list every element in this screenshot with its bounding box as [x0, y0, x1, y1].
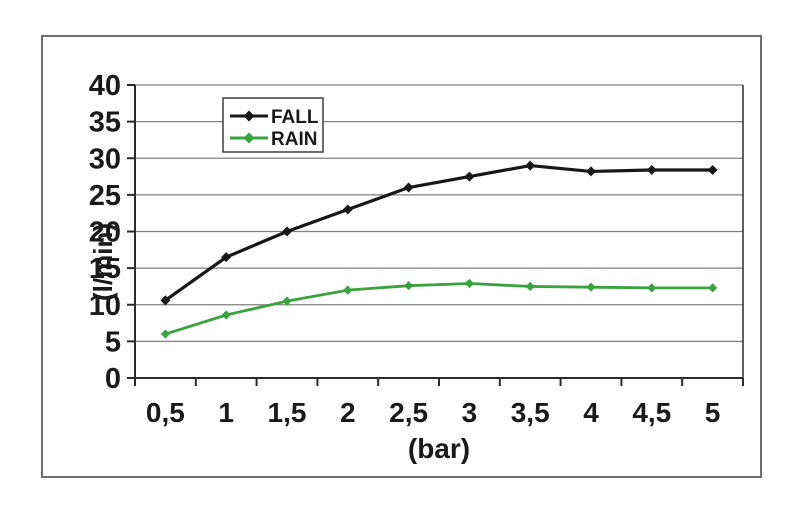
x-tick-label-3: 2: [340, 397, 356, 428]
x-tick-label-0: 0,5: [146, 397, 185, 428]
x-tick-label-5: 3: [462, 397, 478, 428]
legend-item-rain: RAIN: [230, 129, 317, 150]
y-tick-label-40: 40: [89, 70, 121, 102]
y-tick-label-5: 5: [105, 326, 121, 358]
data-point-fall-2: [282, 226, 292, 237]
x-tick-label-1: 1: [218, 397, 234, 428]
legend-item-fall: FALL: [230, 107, 319, 128]
x-tick-label-7: 4: [583, 397, 599, 428]
y-tick-label-35: 35: [89, 107, 121, 139]
y-axis-title: (l/min): [88, 223, 118, 301]
y-tick-label-30: 30: [89, 143, 121, 175]
figure-frame: [41, 35, 762, 478]
series-line-fall: [163, 163, 715, 302]
data-point-fall-8: [646, 164, 657, 175]
x-tick-label-8: 4,5: [632, 397, 671, 428]
data-point-fall-0: [160, 295, 171, 306]
legend-label-rain: RAIN: [271, 129, 317, 150]
y-tick-label-10: 10: [89, 290, 121, 322]
data-point-fall-1: [221, 252, 232, 263]
series-line-rain: [163, 282, 714, 336]
y-tick-label-0: 0: [105, 363, 121, 395]
data-point-rain-1: [221, 310, 231, 320]
legend: FALL RAIN: [222, 97, 324, 153]
series-layer: [160, 160, 718, 339]
legend-box: [222, 97, 324, 153]
data-point-rain-8: [647, 283, 657, 293]
data-point-rain-5: [464, 278, 474, 289]
legend-marker-rain-icon: [243, 132, 255, 144]
data-point-fall-6: [525, 160, 536, 171]
data-point-fall-7: [586, 166, 596, 177]
x-tick-label-4: 2,5: [389, 397, 428, 428]
data-point-fall-3: [342, 204, 353, 215]
tick-labels-layer: 0 5 10 15 20 25 30 35 40 0,5 1 1,5 2 2,5 3 3,5 4 4,5 5: [89, 70, 721, 428]
data-point-rain-4: [404, 281, 414, 291]
y-tick-label-15: 15: [89, 253, 121, 285]
data-point-fall-4: [403, 182, 414, 193]
series-fall: [160, 160, 718, 306]
gridlines-layer: [135, 84, 743, 379]
data-point-fall-5: [464, 171, 475, 182]
data-point-rain-6: [525, 281, 535, 292]
series-rain: [160, 278, 718, 339]
data-point-rain-0: [160, 329, 170, 339]
data-point-fall-9: [707, 164, 718, 175]
legend-marker-fall-icon: [243, 110, 255, 122]
axes-layer: [127, 84, 744, 386]
x-tick-label-6: 3,5: [511, 397, 550, 428]
data-point-rain-2: [282, 296, 292, 306]
data-point-rain-9: [708, 283, 718, 293]
data-point-rain-3: [343, 285, 353, 295]
y-tick-label-25: 25: [89, 180, 121, 212]
legend-label-fall: FALL: [271, 107, 319, 128]
x-tick-label-2: 1,5: [268, 397, 307, 428]
x-axis-title: (bar): [408, 433, 470, 464]
y-tick-label-20: 20: [89, 217, 121, 249]
x-tick-label-9: 5: [705, 397, 721, 428]
data-point-rain-7: [586, 282, 596, 292]
